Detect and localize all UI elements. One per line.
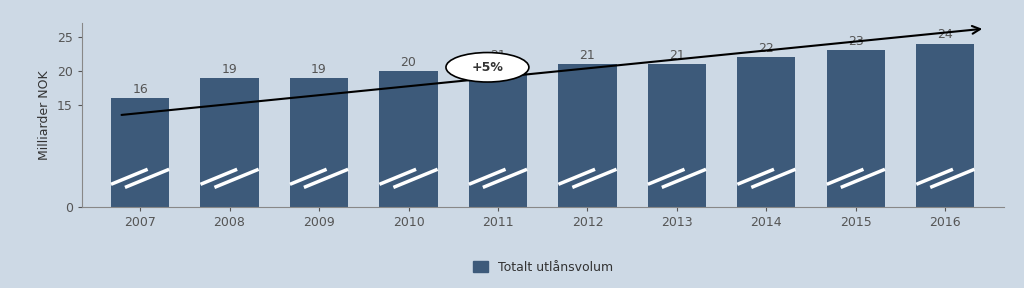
Bar <box>648 64 706 207</box>
Bar <box>826 50 885 207</box>
Text: 20: 20 <box>400 56 417 69</box>
Bar <box>201 78 259 207</box>
Legend: Totalt utlånsvolum: Totalt utlånsvolum <box>468 255 617 278</box>
Bar <box>558 64 616 207</box>
Bar <box>380 71 437 207</box>
Text: 19: 19 <box>311 62 327 76</box>
Text: +5%: +5% <box>471 61 504 74</box>
Bar <box>290 78 348 207</box>
Text: 21: 21 <box>669 49 685 62</box>
Y-axis label: Milliarder NOK: Milliarder NOK <box>39 70 51 160</box>
Text: 16: 16 <box>132 83 147 96</box>
Text: 19: 19 <box>221 62 238 76</box>
Bar <box>737 57 796 207</box>
Text: 21: 21 <box>490 49 506 62</box>
Bar <box>111 98 169 207</box>
Text: 24: 24 <box>938 29 953 41</box>
Text: 21: 21 <box>580 49 595 62</box>
Text: 23: 23 <box>848 35 864 48</box>
Text: 22: 22 <box>759 42 774 55</box>
Bar <box>916 43 975 207</box>
Ellipse shape <box>446 52 529 82</box>
Bar <box>469 64 527 207</box>
